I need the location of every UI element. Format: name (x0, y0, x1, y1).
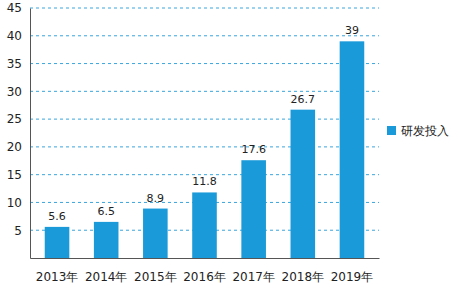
x-tick-label: 2018年 (282, 270, 325, 284)
data-label: 39 (345, 24, 359, 37)
y-tick: 35 (7, 57, 30, 71)
x-tick-label: 2017年 (232, 270, 275, 284)
bar (143, 209, 168, 258)
x-tick: 2014年 (85, 258, 128, 284)
grid-line (30, 146, 379, 147)
y-axis-line (30, 9, 31, 259)
grid-line (30, 35, 379, 36)
bar (192, 192, 217, 258)
y-axis: 5 10 15 20 25 30 35 40 45 (7, 1, 31, 258)
y-tick: 40 (7, 29, 30, 43)
bar (241, 160, 266, 258)
data-label: 11.8 (192, 175, 217, 188)
x-tick-label: 2016年 (183, 270, 226, 284)
bar (291, 110, 316, 258)
y-tick: 10 (7, 196, 30, 210)
y-tick: 45 (7, 1, 30, 15)
y-tick: 30 (7, 85, 30, 99)
x-tick: 2013年 (36, 258, 79, 284)
data-label: 26.7 (291, 93, 316, 106)
bars (45, 41, 365, 258)
x-tick: 2019年 (331, 258, 374, 284)
data-label: 17.6 (241, 143, 265, 156)
y-tick-label: 20 (7, 140, 22, 154)
legend-label: 研发投入 (401, 124, 449, 138)
x-tick: 2016年 (183, 258, 226, 284)
chart: 510152025303540452013年2014年2015年2016年201… (0, 0, 475, 303)
data-label: 8.9 (147, 192, 165, 205)
y-tick-label: 35 (7, 57, 22, 71)
x-tick-label: 2015年 (134, 270, 177, 284)
x-axis: 2013年 2014年 2015年 2016年 2017年 2018年 2019年 (31, 258, 380, 284)
x-tick: 2018年 (282, 258, 325, 284)
y-tick: 15 (7, 168, 30, 182)
y-tick: 25 (7, 112, 30, 126)
grid-line (30, 8, 379, 9)
x-tick: 2017年 (232, 258, 275, 284)
x-tick-label: 2013年 (36, 270, 79, 284)
y-tick: 5 (14, 224, 30, 238)
plot: 510152025303540452013年2014年2015年2016年201… (7, 1, 380, 283)
data-labels: 5.6 6.5 8.9 11.8 17.6 26.7 39 (48, 24, 359, 223)
y-tick-label: 30 (7, 85, 22, 99)
bar (45, 227, 70, 258)
y-tick-label: 15 (7, 168, 22, 182)
data-label: 6.5 (97, 205, 115, 218)
y-tick-label: 5 (14, 224, 22, 238)
x-tick-label: 2014年 (85, 270, 128, 284)
x-tick-label: 2019年 (331, 270, 374, 284)
bar (340, 41, 365, 258)
y-tick: 20 (7, 140, 30, 154)
x-tick: 2015年 (134, 258, 177, 284)
grid-line (30, 119, 379, 120)
y-tick-label: 40 (7, 29, 22, 43)
legend-item: 研发投入 (387, 124, 449, 138)
grid-line (30, 91, 379, 92)
legend-swatch (387, 126, 396, 135)
legend: 研发投入 (387, 124, 449, 138)
grid-line (30, 63, 379, 64)
data-label: 5.6 (48, 210, 66, 223)
y-tick-label: 10 (7, 196, 22, 210)
bar (94, 222, 119, 258)
y-tick-label: 45 (7, 1, 22, 15)
y-tick-label: 25 (7, 112, 22, 126)
x-axis-line (31, 258, 380, 259)
